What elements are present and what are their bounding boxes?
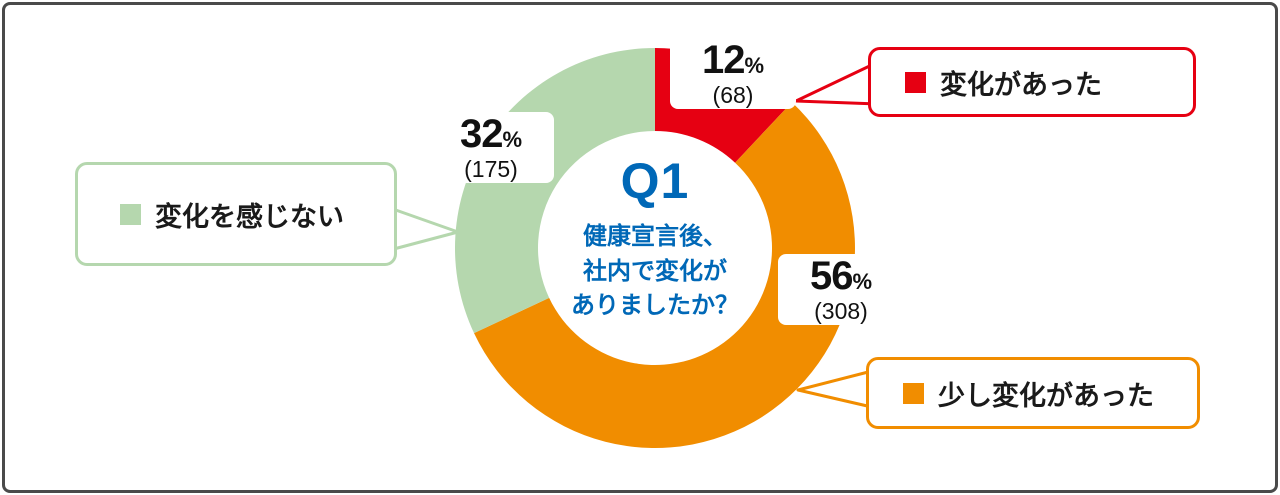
- respondent-count: (175): [464, 155, 518, 182]
- callout-tail-red: [794, 60, 880, 106]
- question-line-1: 健康宣言後、: [583, 222, 727, 250]
- legend-swatch-green-icon: [120, 203, 141, 225]
- legend-label: 少し変化があった: [938, 380, 1154, 411]
- legend-label: 変化があった: [940, 69, 1102, 100]
- legend-callout-orange: 少し変化があった: [866, 357, 1200, 429]
- legend-callout-green: 変化を感じない: [75, 162, 397, 266]
- donut-center-text: Q1 健康宣言後、 社内で変化が ありましたか？: [505, 132, 805, 344]
- respondent-count: (308): [814, 297, 868, 324]
- segment-value-green: 32% (175): [428, 112, 554, 184]
- percent-sign: %: [744, 53, 765, 78]
- percent-value: 56: [809, 254, 853, 298]
- percent-value: 32: [459, 112, 503, 156]
- legend-callout-red: 変化があった: [868, 47, 1196, 117]
- segment-value-red: 12% (68): [670, 38, 796, 110]
- question-number: Q1: [620, 152, 690, 209]
- callout-tail-orange: [796, 368, 878, 410]
- legend-swatch-orange-icon: [903, 382, 924, 404]
- legend-label: 変化を感じない: [155, 201, 344, 232]
- donut-segment-1: [474, 102, 855, 448]
- segment-value-orange: 56% (308): [778, 254, 904, 326]
- respondent-count: (68): [712, 81, 754, 108]
- percent-sign: %: [852, 269, 873, 294]
- percent-value: 12: [701, 38, 745, 82]
- question-line-2: 社内で変化が: [583, 257, 727, 285]
- percent-sign: %: [502, 127, 523, 152]
- callout-tail-green: [388, 206, 460, 252]
- question-line-3: ありましたか？: [571, 292, 739, 320]
- legend-swatch-red-icon: [905, 71, 926, 93]
